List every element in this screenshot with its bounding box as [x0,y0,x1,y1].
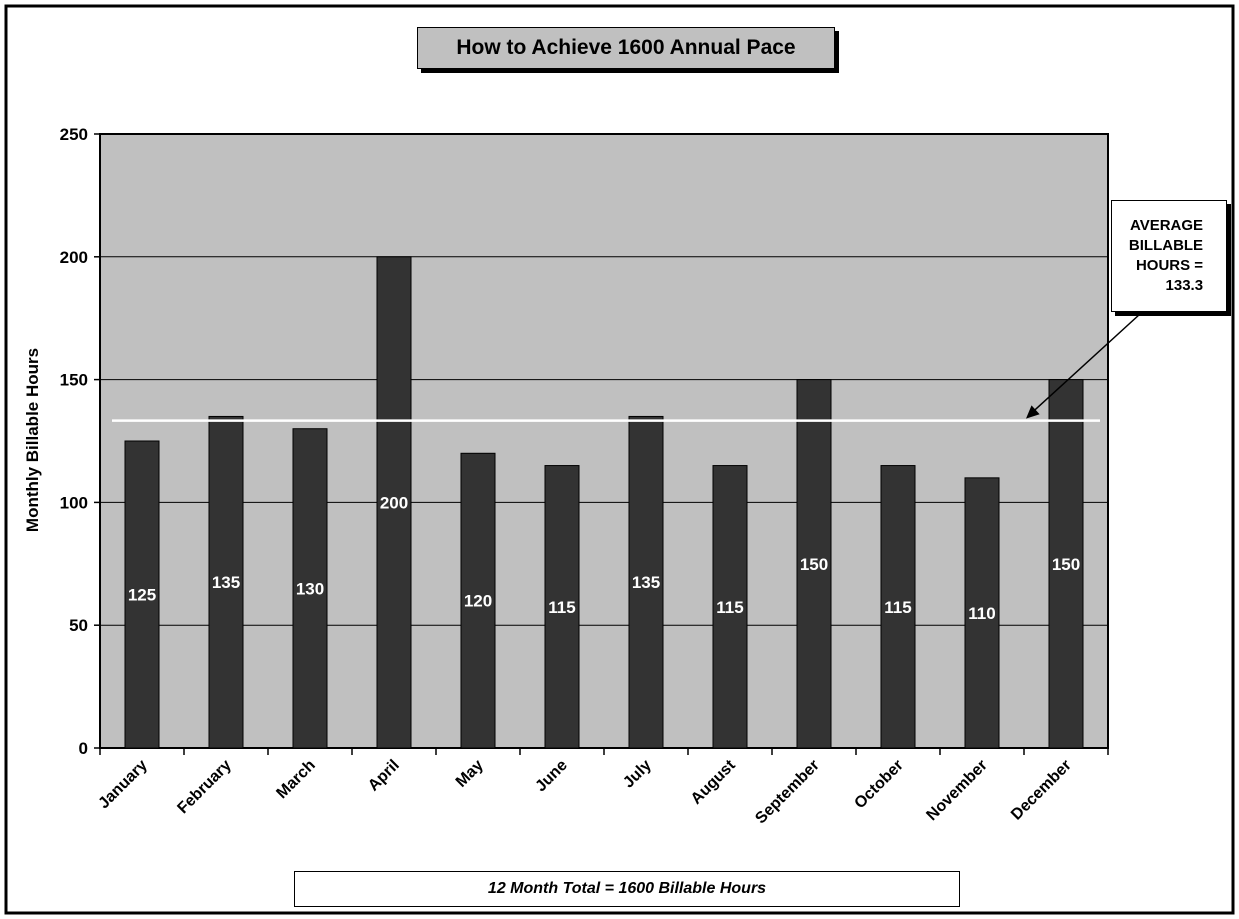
bar-value-label: 110 [968,604,995,623]
x-tick-label: June [532,757,570,795]
y-axis-label: Monthly Billable Hours [23,347,42,533]
average-annotation: AVERAGE BILLABLE HOURS = 133.3 [1111,200,1227,312]
bar-value-label: 130 [296,579,324,598]
x-tick-label: July [620,757,655,792]
x-tick-label: August [688,756,739,807]
bar-value-label: 200 [380,493,408,512]
bar [124,440,160,749]
bar-value-label: 135 [212,573,240,592]
chart-title: How to Achieve 1600 Annual Pace [417,27,835,69]
x-tick-label: February [174,757,235,818]
bar-value-label: 150 [800,555,828,574]
bar [208,415,244,749]
bar [628,415,664,749]
y-tick-label: 100 [60,493,88,512]
average-annotation-text: AVERAGE BILLABLE HOURS = 133.3 [1128,217,1204,294]
bar [460,452,496,749]
x-tick-label: March [273,757,318,802]
bar [1048,379,1084,749]
annotation-arrow [1031,313,1141,414]
y-tick-label: 250 [60,125,88,144]
y-tick-label: 200 [60,248,88,267]
x-tick-label: September [752,757,823,828]
bar-value-label: 115 [548,598,575,617]
bar [376,256,412,749]
bar [964,477,1000,749]
bar-value-label: 135 [632,573,660,592]
bar [796,379,832,749]
x-tick-label: December [1008,757,1075,824]
chart-border [4,4,1235,915]
x-tick-label: October [851,757,906,812]
annotation-arrowhead [1026,405,1040,419]
total-annotation: 12 Month Total = 1600 Billable Hours [294,871,960,907]
bar [292,428,328,749]
bar [880,465,916,749]
total-annotation-text: 12 Month Total = 1600 Billable Hours [487,880,767,897]
x-tick-label: May [453,757,487,791]
bar [712,465,748,749]
y-tick-label: 150 [60,371,88,390]
x-tick-label: April [365,757,403,795]
plot-area [100,134,1108,748]
bar-value-label: 115 [884,598,911,617]
x-tick-label: January [95,757,150,812]
bar [544,465,580,749]
bar-value-label: 120 [464,592,492,611]
x-tick-label: November [923,757,990,824]
y-tick-label: 0 [79,739,88,758]
chart-title-text: How to Achieve 1600 Annual Pace [456,36,796,59]
y-tick-label: 50 [69,616,88,635]
bar-value-label: 115 [716,598,743,617]
bar-value-label: 150 [1052,555,1080,574]
bar-value-label: 125 [128,586,156,605]
